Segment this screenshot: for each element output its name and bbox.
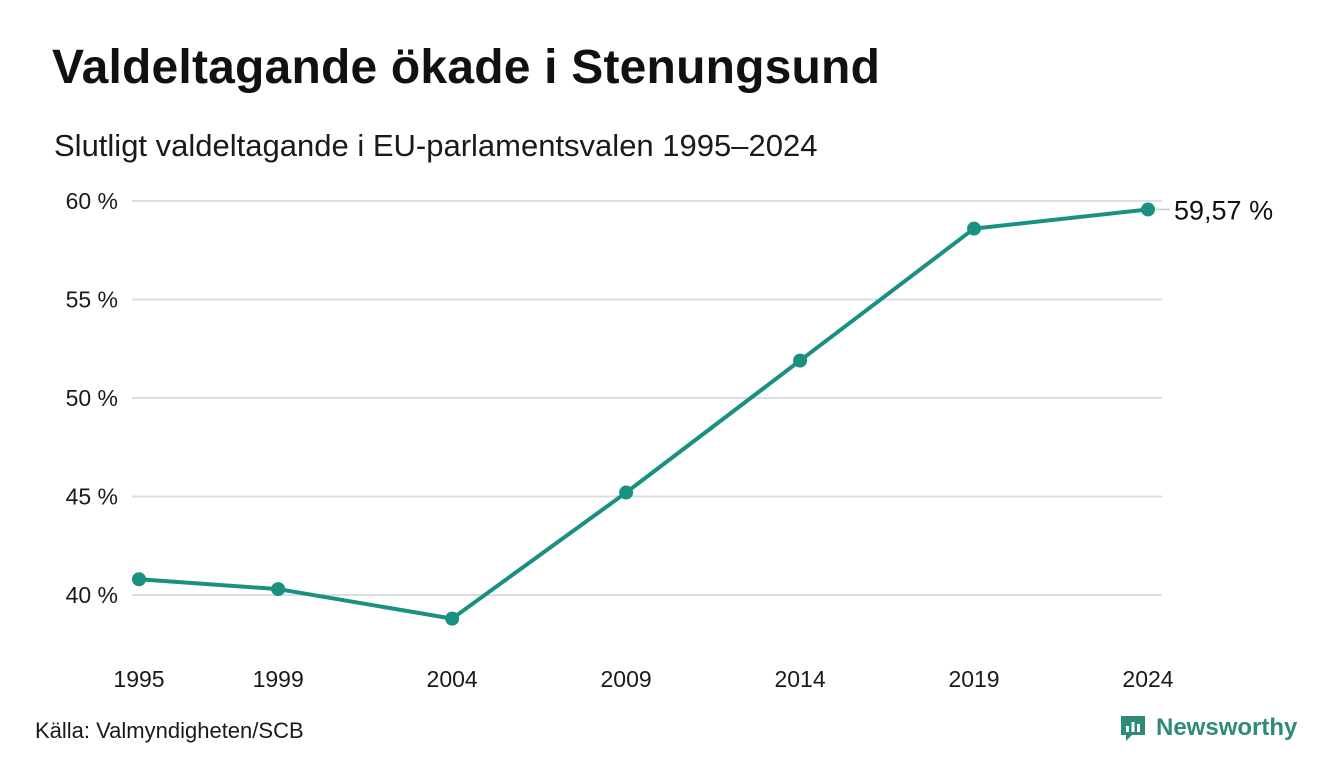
chart-subtitle: Slutligt valdeltagande i EU-parlamentsva… (54, 128, 818, 163)
annotations: 59,57 % (1156, 195, 1273, 225)
y-tick-label: 45 % (66, 484, 118, 510)
y-tick-label: 55 % (66, 287, 118, 313)
newsworthy-logo-icon (1121, 716, 1145, 741)
data-point (132, 572, 146, 587)
gridlines (132, 200, 1162, 596)
x-tick-label: 2009 (601, 666, 652, 692)
chart-title: Valdeltagande ökade i Stenungsund (52, 41, 881, 94)
data-point (445, 611, 460, 626)
source-note: Källa: Valmyndigheten/SCB (35, 718, 304, 743)
data-point (271, 582, 286, 597)
series-line (137, 207, 1150, 621)
x-tick-label: 2019 (948, 666, 999, 692)
data-point (619, 485, 634, 500)
y-tick-label: 50 % (66, 385, 118, 411)
data-point (1141, 202, 1155, 217)
x-tick-label: 1999 (253, 666, 304, 692)
x-tick-label: 2004 (427, 666, 478, 692)
brand-logo: Newsworthy (1118, 713, 1297, 743)
data-point (793, 353, 808, 368)
y-axis-tick-labels: 40 % 45 % 50 % 55 % 60 % (66, 188, 118, 608)
x-tick-label: 1995 (113, 666, 164, 692)
x-tick-label: 2014 (774, 666, 825, 692)
end-value-label: 59,57 % (1174, 195, 1273, 225)
y-tick-label: 40 % (66, 582, 118, 608)
y-tick-label: 60 % (66, 188, 118, 214)
data-point (967, 221, 982, 236)
x-axis-tick-labels: 1995 1999 2004 2009 2014 2019 2024 (113, 666, 1173, 692)
x-tick-label: 2024 (1122, 666, 1173, 692)
brand-name: Newsworthy (1156, 714, 1298, 741)
data-series (132, 202, 1155, 626)
